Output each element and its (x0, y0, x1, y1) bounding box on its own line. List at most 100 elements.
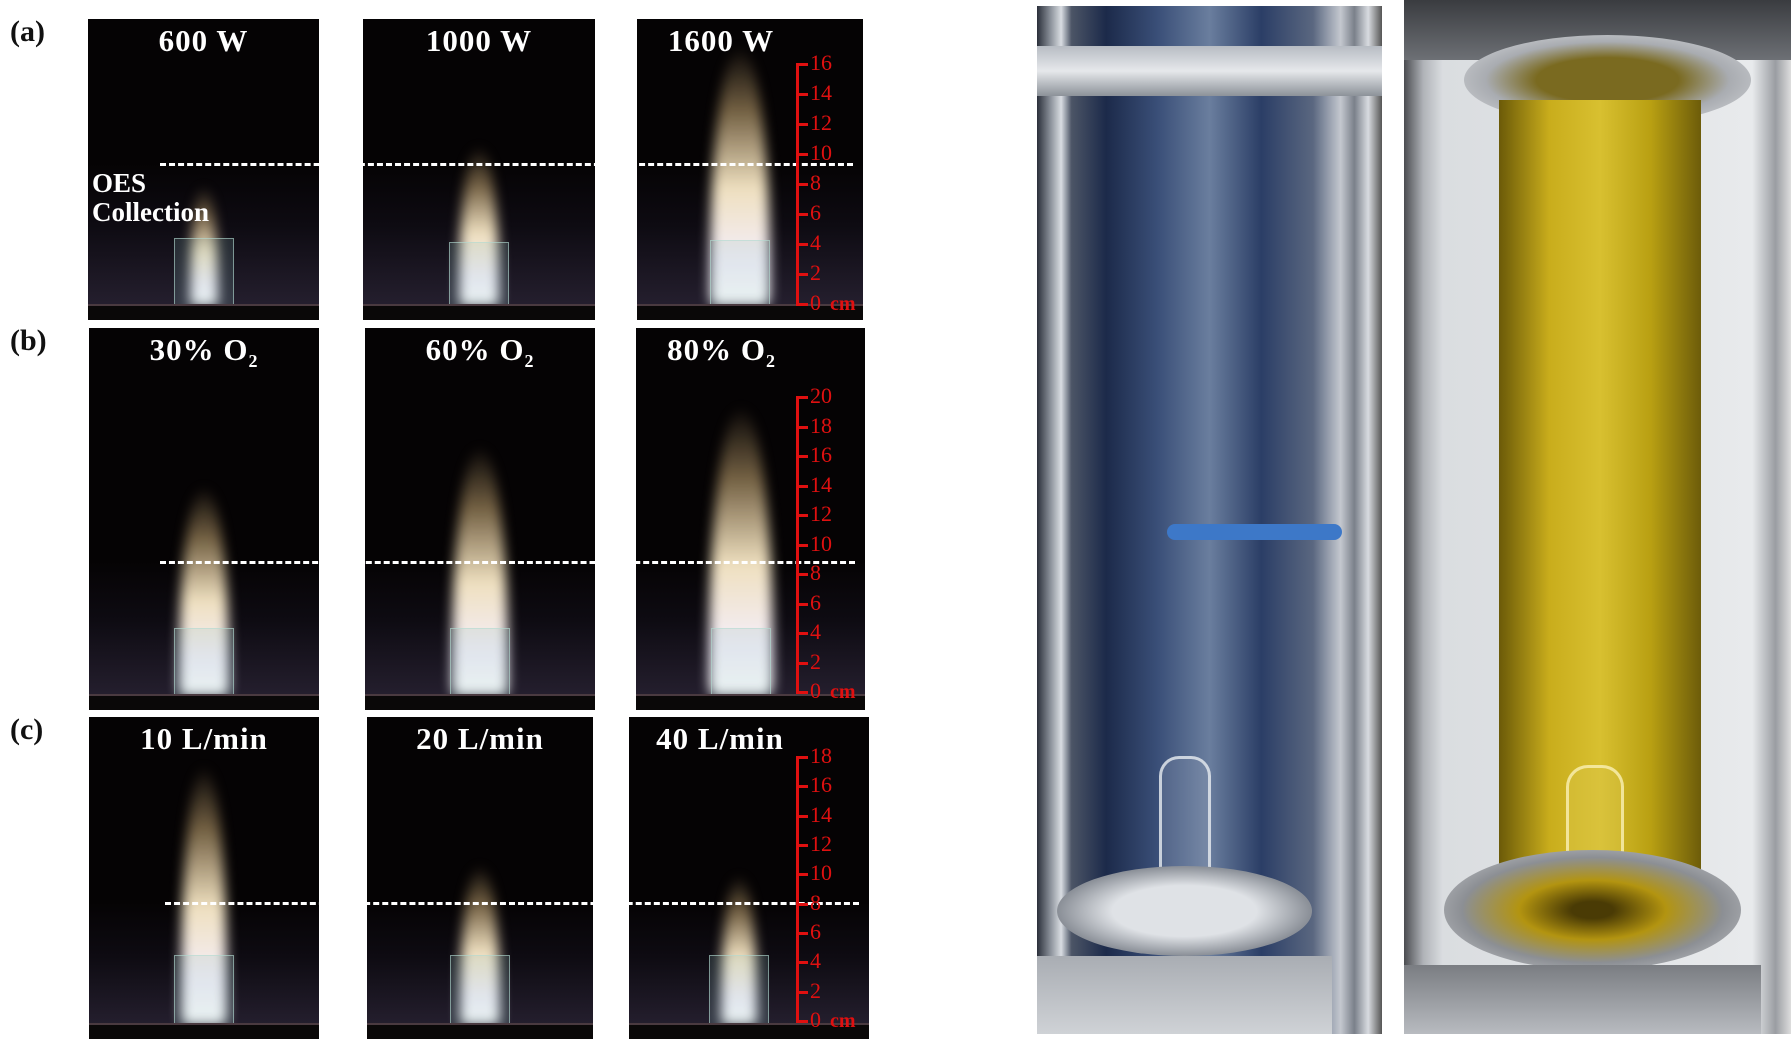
nozzle-base (637, 304, 863, 320)
oes-label-line: OES (92, 168, 147, 198)
nozzle-base (89, 1023, 319, 1039)
ruler-tick-label: 16 (810, 442, 832, 467)
ruler-tick (796, 873, 808, 877)
subscript: 2 (765, 351, 776, 372)
ruler-tick-label: 4 (810, 619, 821, 644)
panel-title: 60% O2 (365, 332, 595, 372)
ruler-tick-label: 6 (810, 919, 821, 944)
oes-collection-dashed-line (160, 163, 853, 166)
panel-title: 30% O2 (89, 332, 319, 372)
subscript: 2 (248, 351, 259, 372)
flame-photo-panel: 600 W (88, 19, 319, 320)
ruler-tick-label: 4 (810, 948, 821, 974)
ruler-tick (796, 153, 808, 156)
ruler-tick-label: 18 (810, 743, 832, 768)
ruler-tick-label: 20 (810, 383, 832, 408)
ruler-tick (796, 814, 808, 818)
flame-photo-panel: 40 L/min (629, 717, 869, 1039)
row-label: (b) (10, 324, 47, 357)
ruler-tick (796, 756, 808, 759)
ruler-tick-label: 4 (810, 230, 821, 255)
panel-title: 80% O2 (636, 332, 807, 372)
ruler-tick (796, 961, 808, 965)
quartz-tube (450, 955, 510, 1025)
ruler-tick (796, 632, 808, 635)
ruler-tick-label: 0 (810, 290, 821, 315)
ruler-tick (796, 785, 808, 789)
flame-photo-panel: 30% O2 (89, 328, 319, 710)
ruler-tick (796, 213, 808, 216)
ruler-tick (796, 543, 808, 547)
nozzle-base (89, 694, 319, 710)
ruler-tick (796, 425, 808, 429)
nozzle-base (629, 1023, 869, 1039)
nozzle-base (365, 694, 595, 710)
flame-photo-panel: 1000 W (363, 19, 595, 320)
oes-collection-label: OES Collection (92, 169, 209, 227)
bottom-flange (1444, 850, 1741, 970)
panel-title-text: 1000 W (425, 23, 533, 58)
quartz-tube (450, 628, 510, 696)
ruler-tick (796, 990, 808, 994)
row-label: (c) (10, 713, 44, 746)
ruler-tick-label: 18 (810, 412, 832, 438)
ruler-tick-label: 16 (810, 50, 832, 75)
ruler-tick-label: 6 (810, 200, 821, 225)
ruler-tick (796, 902, 808, 906)
ruler-tick (796, 602, 808, 606)
quartz-tube (174, 628, 234, 696)
ruler-tick-label: 10 (810, 860, 832, 886)
flame-photo-panel: 80% O2 (636, 328, 865, 710)
quartz-tube (173, 238, 234, 306)
quartz-tube (710, 240, 770, 306)
ruler-unit: cm (830, 293, 856, 315)
ruler-unit: cm (830, 1010, 856, 1032)
nozzle-base (367, 1023, 593, 1039)
panel-title-text: 600 W (158, 23, 249, 58)
ruler-tick (796, 123, 808, 126)
panel-title: 1600 W (637, 23, 805, 59)
ruler-tick (796, 93, 808, 96)
ruler-tick-label: 10 (810, 140, 832, 165)
scale-ruler: 0 2 4 6 8 10 12 14 16 18 (796, 745, 832, 1031)
ruler-tick-label: 16 (810, 772, 832, 798)
nozzle-base (363, 304, 595, 320)
ruler-tick (796, 844, 808, 847)
scale-ruler: 0 2 4 6 8 10 12 14 16 18 20 (796, 385, 832, 702)
ruler-tick-label: 8 (810, 889, 821, 915)
panel-title: 600 W (88, 23, 319, 59)
ruler-tick-label: 14 (810, 80, 832, 105)
ruler-tick-label: 2 (810, 648, 821, 674)
quartz-tube (709, 955, 769, 1025)
panel-title-text: 20 L/min (416, 721, 544, 756)
row-label: (a) (10, 15, 45, 48)
panel-title: 1000 W (363, 23, 595, 59)
ruler-tick (796, 243, 808, 246)
ruler-tick (796, 932, 808, 935)
ruler-tick-label: 8 (810, 560, 821, 585)
base-plate (1037, 956, 1332, 1034)
ruler-tick-label: 14 (810, 801, 832, 827)
top-flange (1037, 46, 1382, 96)
panel-title-text: 80% O (667, 332, 766, 367)
ruler-tick-label: 2 (810, 977, 821, 1003)
photo-filled-reactor (1404, 0, 1791, 1034)
ruler-tick (796, 396, 808, 399)
panel-title: 10 L/min (89, 721, 319, 757)
base-plate (1404, 965, 1761, 1034)
photo-empty-reactor (1037, 6, 1382, 1034)
ruler-tick-label: 10 (810, 530, 832, 556)
ruler-tick-label: 12 (810, 501, 832, 526)
ruler-tick (796, 303, 808, 306)
panel-title-text: 40 L/min (656, 721, 784, 756)
panel-title-text: 1600 W (667, 23, 775, 58)
ruler-tick-label: 0 (810, 1007, 821, 1032)
ruler-tick (796, 273, 808, 276)
flame-photo-panel: 20 L/min (367, 717, 593, 1039)
quartz-tube (710, 628, 771, 696)
ruler-tick (796, 183, 808, 186)
ruler-tick (796, 691, 808, 694)
ruler-tick-label: 12 (810, 110, 832, 135)
panel-title: 20 L/min (367, 721, 593, 757)
